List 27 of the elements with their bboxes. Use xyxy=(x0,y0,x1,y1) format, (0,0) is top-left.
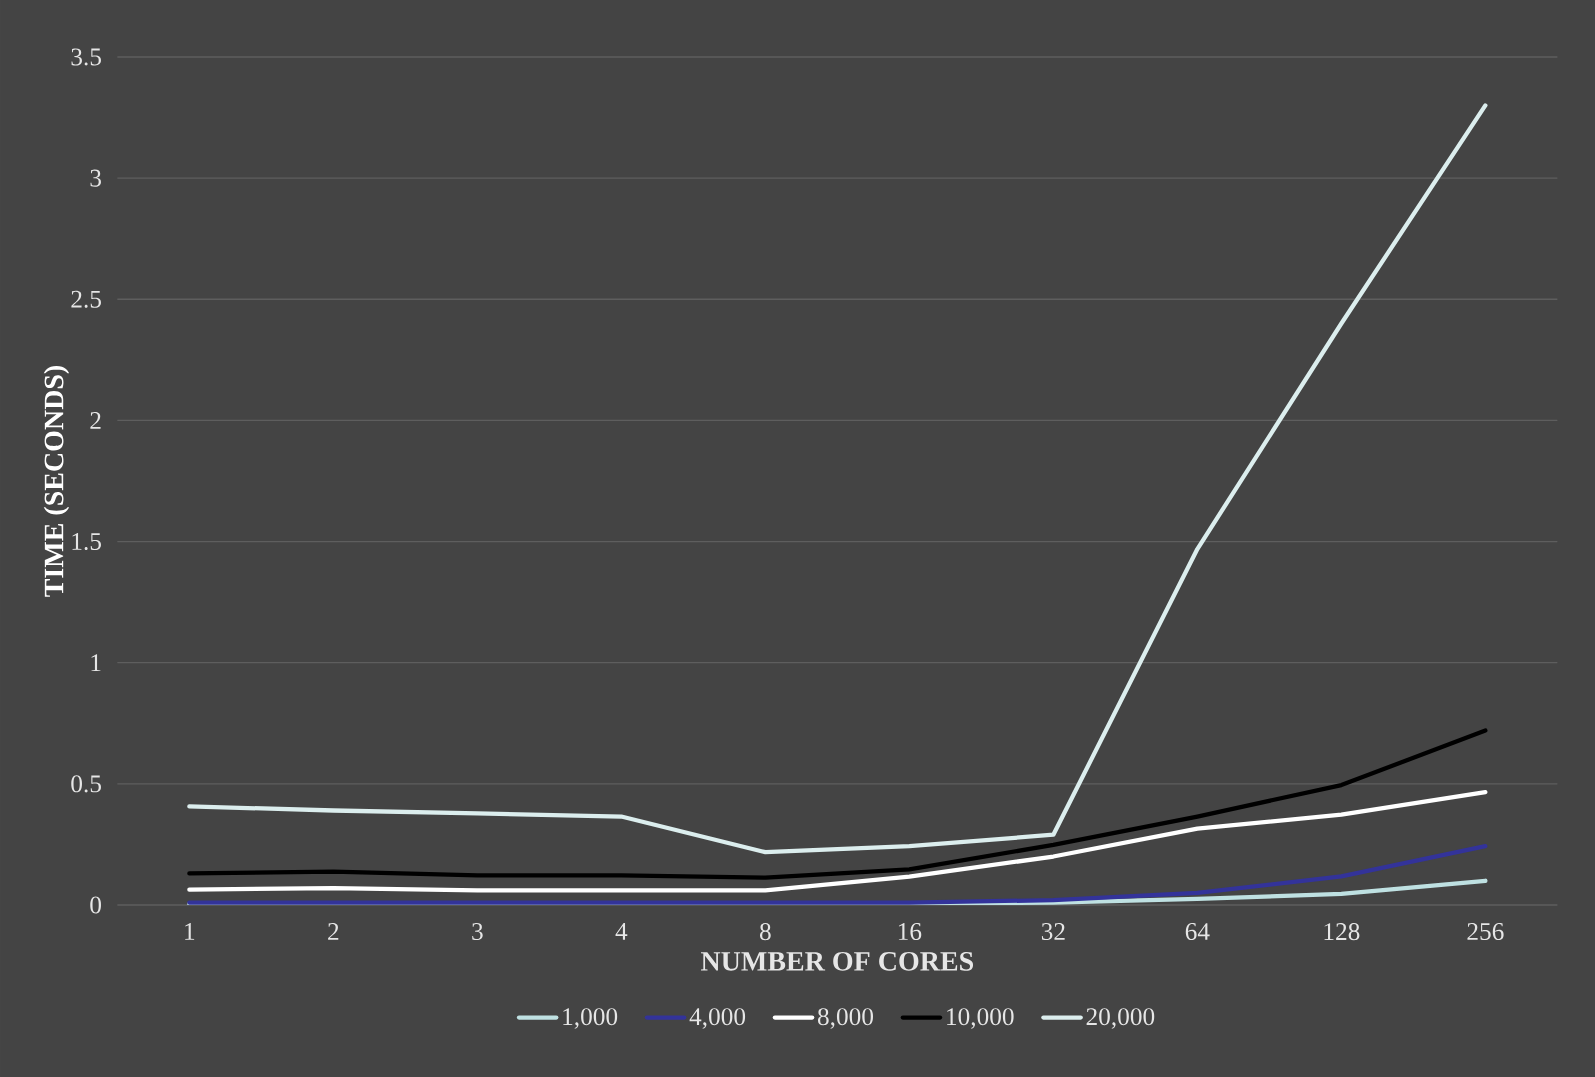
y-tick-label: 0.5 xyxy=(71,775,101,793)
y-tick-label: 2 xyxy=(90,412,101,429)
x-tick-label: 8 xyxy=(759,923,771,941)
legend-label: 1,000 xyxy=(563,1008,618,1029)
y-tick-label: 0 xyxy=(90,896,101,914)
line-series xyxy=(187,103,1488,855)
y-tick-label: 1.5 xyxy=(72,533,101,551)
x-tick-label: 32 xyxy=(1041,923,1065,941)
x-tick-label: 128 xyxy=(1324,923,1360,941)
legend-label: 10,000 xyxy=(947,1008,1014,1029)
legend-label: 4,000 xyxy=(689,1008,746,1029)
x-tick-label: 1 xyxy=(185,923,195,940)
x-tick-label: 256 xyxy=(1467,923,1504,941)
y-tick-label: 3 xyxy=(90,169,101,187)
y-tick-label: 1 xyxy=(91,654,101,672)
x-tick-label: 4 xyxy=(615,923,628,940)
y-tick-label: 3.5 xyxy=(71,48,101,66)
y-axis-title: TIME (SECONDS) xyxy=(43,365,70,597)
x-tick-label: 3 xyxy=(472,923,483,941)
line-series xyxy=(187,728,1488,880)
y-tick-label: 2.5 xyxy=(71,290,101,308)
legend-label: 20,000 xyxy=(1086,1008,1155,1029)
x-tick-label: 2 xyxy=(328,923,339,940)
x-tick-label: 64 xyxy=(1185,923,1210,941)
x-axis-title: NUMBER OF CORES xyxy=(700,951,974,971)
x-tick-label: 16 xyxy=(898,923,922,941)
legend-label: 8,000 xyxy=(817,1008,874,1029)
